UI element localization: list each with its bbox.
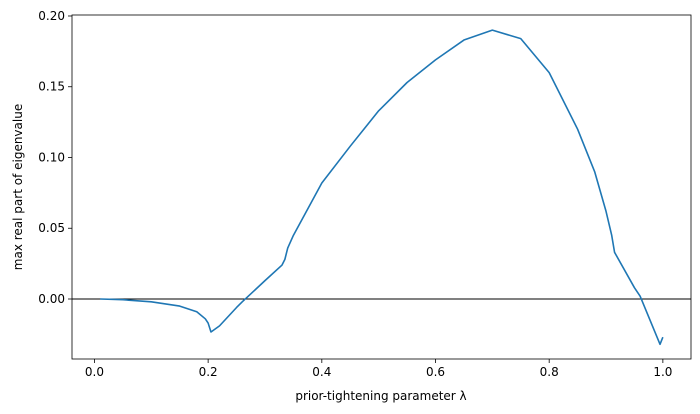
y-tick-label: 0.05 xyxy=(38,221,65,235)
x-tick-label: 0.8 xyxy=(540,365,559,379)
y-tick-label: 0.20 xyxy=(38,9,65,23)
x-tick-label: 0.2 xyxy=(199,365,218,379)
data-line xyxy=(100,29,664,346)
y-tick-label: 0.15 xyxy=(38,80,65,94)
x-tick-label: 0.4 xyxy=(312,365,331,379)
x-tick-label: 1.0 xyxy=(653,365,672,379)
x-tick-label: 0.6 xyxy=(426,365,445,379)
y-tick-label: 0.10 xyxy=(38,150,65,164)
plot-frame xyxy=(71,14,692,360)
y-axis-label: max real part of eigenvalue xyxy=(11,104,25,270)
x-tick-label: 0.0 xyxy=(85,365,104,379)
x-axis-label: prior-tightening parameter λ xyxy=(295,389,466,403)
y-tick-label: 0.00 xyxy=(38,292,65,306)
